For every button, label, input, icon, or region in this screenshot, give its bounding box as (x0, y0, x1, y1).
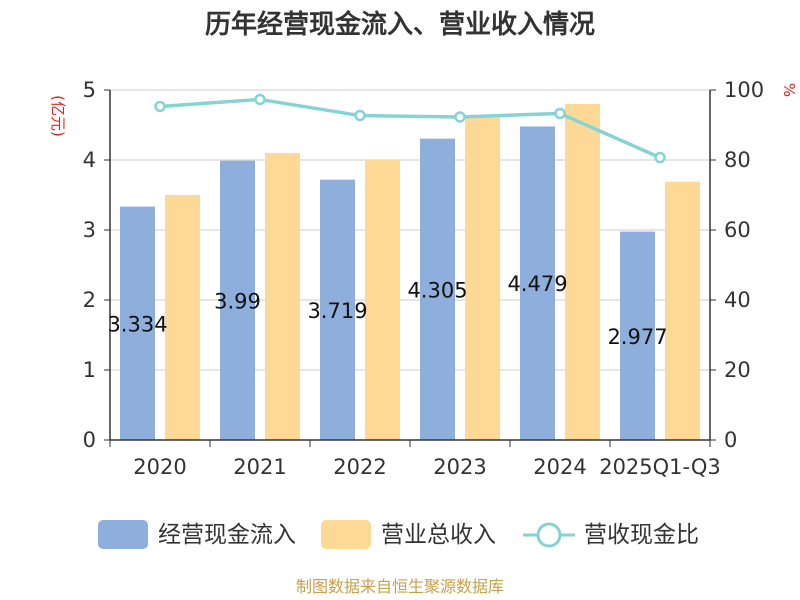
bar-revenue (165, 195, 200, 440)
data-label-cash-inflow: 3.334 (107, 312, 167, 336)
y-axis-tick-label: 5 (83, 78, 96, 102)
data-label-cash-inflow: 3.99 (214, 289, 261, 313)
data-label-cash-inflow: 4.305 (407, 278, 467, 302)
bar-cash-inflow (420, 138, 455, 440)
ratio-line-point (354, 109, 366, 122)
legend-item-cash-ratio[interactable]: 营收现金比 (523, 522, 699, 548)
data-label-cash-inflow: 2.977 (607, 325, 667, 349)
legend-swatch-revenue (321, 520, 371, 549)
bar-revenue (665, 181, 700, 440)
y2-axis-tick-label: 40 (724, 288, 751, 312)
bar-revenue (465, 116, 500, 440)
ratio-line (154, 93, 666, 164)
x-axis-tick-label: 2020 (133, 455, 186, 479)
ratio-line-point (554, 107, 566, 120)
axes (104, 89, 716, 447)
bar-cash-inflow (520, 126, 555, 440)
y-axis-tick-label: 2 (83, 288, 96, 312)
ratio-line-point (654, 151, 666, 164)
legend-item-revenue[interactable]: 营业总收入 (321, 520, 496, 549)
y-axis-unit-label: (亿元) (49, 95, 67, 137)
data-source-note: 制图数据来自恒生聚源数据库 (296, 577, 504, 596)
gridlines (110, 89, 710, 371)
chart-title: 历年经营现金流入、营业收入情况 (205, 9, 595, 40)
legend-label-revenue: 营业总收入 (381, 522, 496, 548)
x-axis-tick-label: 2024 (533, 455, 586, 479)
bar-cash-inflow (220, 160, 255, 440)
legend-label-cash-ratio: 营收现金比 (584, 522, 699, 548)
legend-swatch-cash-inflow (98, 520, 148, 549)
bar-revenue (265, 153, 300, 440)
y-axis-tick-label: 0 (83, 428, 96, 452)
data-labels: 3.334 3.99 3.719 4.305 4.479 2.977 (107, 272, 667, 349)
bar-revenue (365, 159, 400, 441)
y2-axis-unit-label: % (780, 83, 798, 97)
legend-item-cash-inflow[interactable]: 经营现金流入 (98, 520, 296, 549)
tick-labels: 0 1 2 3 4 5 0 20 40 60 80 100 2020 2021 2022 2023 2024 20… (83, 78, 764, 479)
legend: 经营现金流入 营业总收入 营收现金比 (98, 520, 699, 549)
y2-axis-tick-label: 20 (724, 358, 751, 382)
legend-swatch-marker-cash-ratio (536, 522, 562, 548)
ratio-line-point (454, 111, 466, 123)
y2-axis-tick-label: 100 (724, 78, 764, 102)
y-axis-tick-label: 3 (83, 218, 96, 242)
ratio-line-point (254, 93, 266, 106)
x-axis-tick-label: 2025Q1-Q3 (599, 455, 721, 479)
y-axis-tick-label: 4 (83, 148, 96, 172)
bar-cash-inflow (320, 179, 355, 441)
x-axis-tick-label: 2021 (233, 455, 286, 479)
data-label-cash-inflow: 4.479 (507, 272, 567, 296)
y2-axis-tick-label: 60 (724, 218, 751, 242)
bar-revenue (565, 104, 600, 440)
ratio-line-point (154, 100, 166, 113)
y-axis-tick-label: 1 (83, 358, 96, 382)
y2-axis-tick-label: 0 (724, 428, 737, 452)
bar-cash-inflow (620, 231, 655, 440)
bars (120, 104, 700, 441)
x-axis-tick-label: 2023 (433, 455, 486, 479)
ratio-line-path (159, 97, 661, 160)
bar-cash-inflow (120, 206, 155, 440)
y2-axis-tick-label: 80 (724, 148, 751, 172)
legend-label-cash-inflow: 经营现金流入 (158, 522, 296, 548)
x-axis-tick-label: 2022 (333, 455, 386, 479)
data-label-cash-inflow: 3.719 (307, 299, 367, 323)
